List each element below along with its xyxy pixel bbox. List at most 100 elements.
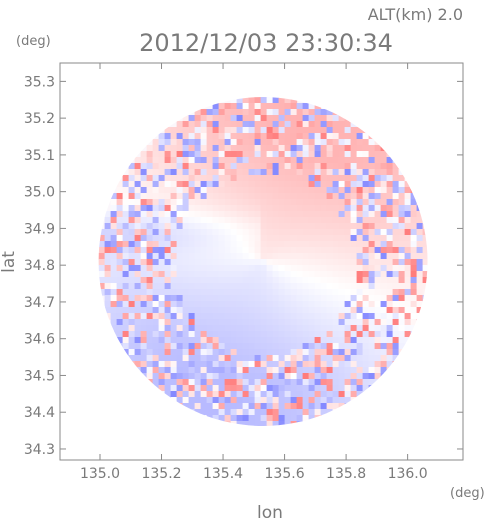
radar-cell <box>194 277 202 284</box>
radar-cell <box>200 259 208 266</box>
radar-cell <box>284 139 292 146</box>
radar-cell <box>314 361 322 368</box>
radar-cell <box>302 259 310 266</box>
radar-cell <box>224 223 232 230</box>
radar-cell <box>176 349 184 356</box>
radar-cell <box>188 271 196 278</box>
radar-cell <box>182 133 190 140</box>
radar-cell <box>332 271 340 278</box>
radar-cell <box>128 355 136 362</box>
radar-cell <box>164 139 172 146</box>
radar-cell <box>302 121 310 128</box>
radar-cell <box>122 235 130 242</box>
radar-cell <box>224 247 232 254</box>
radar-cell <box>338 175 346 182</box>
radar-cell <box>248 403 256 410</box>
radar-cell <box>128 289 136 296</box>
radar-cell <box>344 169 352 176</box>
radar-cell <box>344 265 352 272</box>
radar-cell <box>326 295 334 302</box>
radar-cell <box>278 397 286 404</box>
radar-cell <box>218 193 226 200</box>
radar-cell <box>344 379 352 386</box>
radar-cell <box>122 271 130 278</box>
radar-cell <box>212 205 220 212</box>
radar-cell <box>170 325 178 332</box>
radar-cell <box>374 325 382 332</box>
radar-cell <box>272 223 280 230</box>
radar-cell <box>146 325 154 332</box>
radar-cell <box>260 205 268 212</box>
radar-cell <box>374 349 382 356</box>
radar-cell <box>110 313 118 320</box>
radar-cell <box>278 295 286 302</box>
radar-cell <box>350 139 358 146</box>
radar-cell <box>284 343 292 350</box>
radar-cell <box>332 193 340 200</box>
radar-cell <box>212 403 220 410</box>
radar-cell <box>278 337 286 344</box>
radar-cell <box>356 157 364 164</box>
radar-cell <box>398 169 406 176</box>
radar-cell <box>416 265 424 272</box>
radar-cell <box>386 301 394 308</box>
radar-cell <box>362 301 370 308</box>
radar-cell <box>362 181 370 188</box>
radar-cell <box>152 355 160 362</box>
radar-cell <box>308 277 316 284</box>
radar-cell <box>170 223 178 230</box>
radar-cell <box>260 103 268 110</box>
radar-cell <box>188 139 196 146</box>
radar-cell <box>104 247 112 254</box>
radar-cell <box>278 271 286 278</box>
radar-cell <box>206 379 214 386</box>
radar-cell <box>164 169 172 176</box>
radar-cell <box>242 157 250 164</box>
radar-cell <box>380 295 388 302</box>
radar-cell <box>350 151 358 158</box>
radar-cell <box>332 175 340 182</box>
radar-cell <box>182 181 190 188</box>
radar-cell <box>164 349 172 356</box>
radar-cell <box>302 181 310 188</box>
radar-cell <box>224 187 232 194</box>
radar-cell <box>104 301 112 308</box>
radar-cell <box>296 199 304 206</box>
radar-cell <box>266 337 274 344</box>
radar-cell <box>410 217 418 224</box>
radar-cell <box>98 229 106 236</box>
radar-cell <box>344 187 352 194</box>
radar-cell <box>266 211 274 218</box>
radar-cell <box>332 265 340 272</box>
radar-cell <box>278 127 286 134</box>
radar-cell <box>308 223 316 230</box>
radar-cell <box>254 361 262 368</box>
radar-cell <box>392 163 400 170</box>
radar-cell <box>368 193 376 200</box>
radar-cell <box>314 379 322 386</box>
radar-cell <box>134 283 142 290</box>
radar-cell <box>194 403 202 410</box>
radar-cell <box>392 157 400 164</box>
radar-cell <box>338 121 346 128</box>
radar-cell <box>386 265 394 272</box>
radar-cell <box>182 265 190 272</box>
radar-cell <box>392 253 400 260</box>
radar-cell <box>416 235 424 242</box>
radar-cell <box>362 343 370 350</box>
radar-cell <box>320 157 328 164</box>
radar-cell <box>182 127 190 134</box>
radar-cell <box>170 133 178 140</box>
radar-cell <box>344 253 352 260</box>
radar-cell <box>158 145 166 152</box>
radar-cell <box>230 193 238 200</box>
radar-cell <box>254 349 262 356</box>
radar-cell <box>332 121 340 128</box>
radar-cell <box>236 343 244 350</box>
radar-cell <box>254 283 262 290</box>
radar-cell <box>374 223 382 230</box>
radar-cell <box>182 211 190 218</box>
radar-cell <box>146 241 154 248</box>
radar-cell <box>212 127 220 134</box>
radar-cell <box>218 187 226 194</box>
